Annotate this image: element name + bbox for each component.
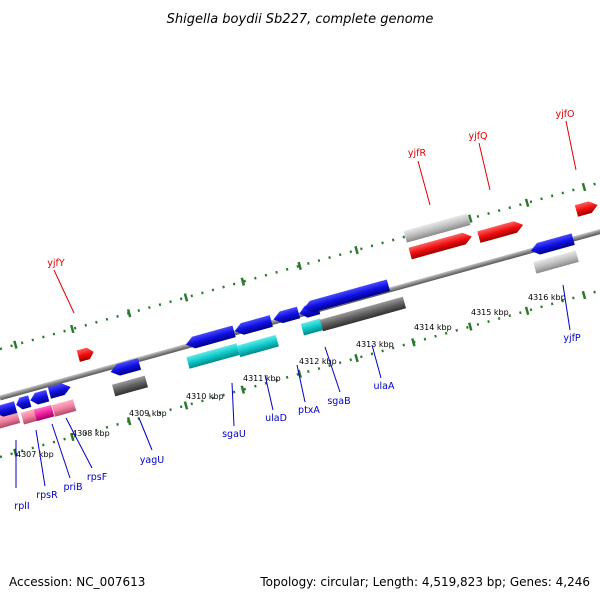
feature-ptxA-top: [273, 306, 301, 324]
ruler-tick: [13, 340, 18, 349]
feature-f4: [47, 383, 71, 399]
feature-rpsF: [51, 399, 77, 417]
gene-label-yjfR: yjfR: [408, 148, 427, 159]
leader-yjfY: [53, 269, 75, 314]
kbp-labels: 4307 kbp 4308 kbp 4309 kbp 4310 kbp 4311…: [16, 293, 566, 459]
lower-ruler: [0, 284, 600, 459]
feature-yjfR: [408, 232, 472, 260]
leader-ulaD: [264, 374, 274, 411]
kbp-label: 4312 kbp: [299, 357, 337, 366]
leader-rpsR: [35, 429, 46, 487]
feature-priB: [33, 404, 55, 422]
gene-leaders: [15, 120, 577, 488]
leader-sgaB: [324, 346, 341, 393]
ruler-tick: [297, 369, 302, 379]
leader-yjfO: [565, 120, 577, 171]
kbp-label: 4309 kbp: [129, 409, 167, 418]
feature-f1: [0, 401, 18, 417]
ruler-tick: [183, 401, 189, 410]
gene-label-sgaB: sgaB: [327, 396, 350, 407]
ruler-tick: [297, 261, 302, 271]
gene-label-ulaA: ulaA: [374, 381, 395, 392]
feature-sgaU-top: [185, 325, 236, 349]
feature-sgaB: [319, 296, 407, 332]
kbp-label: 4307 kbp: [16, 450, 54, 459]
gene-label-rplI: rplI: [14, 501, 29, 512]
ruler-tick: [581, 290, 587, 300]
gene-label-yjfQ: yjfQ: [468, 131, 487, 142]
feature-f3: [30, 389, 50, 405]
ruler-tick: [581, 182, 587, 192]
leader-rpsF: [65, 417, 93, 469]
accession-text: Accession: NC_007613: [9, 575, 146, 589]
feature-ptxA: [300, 318, 324, 336]
leader-ulaA: [371, 344, 382, 379]
kbp-label: 4311 kbp: [243, 374, 281, 383]
gene-label-yjfO: yjfO: [555, 109, 574, 120]
leader-yjfR: [417, 160, 431, 206]
leader-yjfQ: [478, 142, 491, 191]
feature-yjfO: [574, 201, 598, 217]
feature-yjfP-top: [530, 233, 575, 255]
ruler-tick: [126, 309, 132, 318]
ruler-tick: [69, 324, 75, 334]
ruler-tick: [69, 432, 75, 442]
kbp-label: 4310 kbp: [186, 392, 224, 401]
feature-f2: [16, 395, 32, 410]
leader-sgaU: [231, 382, 235, 427]
feature-sgaB-top: [303, 279, 391, 313]
upper-ruler: [0, 176, 600, 351]
gene-label-ptxA: ptxA: [298, 405, 320, 416]
feature-ulaD: [237, 334, 279, 358]
feature-yagU-top: [110, 358, 142, 376]
gene-label-priB: priB: [63, 482, 82, 493]
ruler-tick: [240, 277, 246, 286]
leader-yjfP: [562, 284, 571, 331]
ruler-tick: [467, 322, 473, 331]
feature-yagU: [112, 375, 148, 397]
ruler-tick: [240, 385, 246, 394]
ruler-tick: [354, 353, 359, 363]
map-title: Shigella boydii Sb227, complete genome: [167, 12, 434, 27]
kbp-label: 4316 kbp: [528, 293, 566, 302]
ruler-tick: [183, 293, 189, 302]
feature-track: [0, 201, 598, 429]
feature-yjfQ: [477, 221, 524, 243]
ruler-tick: [524, 198, 530, 208]
gene-label-sgaU: sgaU: [222, 429, 246, 440]
gene-label-rpsR: rpsR: [36, 490, 58, 501]
gene-labels: rplI rpsR priB rpsF yagU sgaU ulaD ptxA …: [14, 109, 581, 512]
gene-label-yjfP: yjfP: [563, 333, 581, 344]
gene-label-rpsF: rpsF: [87, 472, 107, 483]
feature-yjfR-top: [403, 213, 471, 243]
gene-label-yjfY: yjfY: [47, 258, 65, 269]
ruler-tick: [411, 338, 416, 347]
leader-yagU: [138, 417, 153, 451]
kbp-label: 4308 kbp: [72, 429, 110, 438]
feature-yjfY: [76, 347, 94, 362]
kbp-label: 4315 kbp: [471, 308, 509, 317]
ruler-tick: [126, 417, 132, 426]
leader-ptxA: [296, 364, 306, 403]
gene-label-ulaD: ulaD: [265, 413, 287, 424]
kbp-label: 4314 kbp: [414, 323, 452, 332]
feature-ulaD-top: [234, 315, 273, 335]
ruler-tick: [467, 214, 473, 223]
kbp-label: 4313 kbp: [356, 340, 394, 349]
genome-summary-text: Topology: circular; Length: 4,519,823 bp…: [260, 575, 590, 589]
leader-priB: [51, 423, 71, 479]
ruler-tick: [354, 245, 359, 255]
feature-yjfP: [533, 250, 579, 274]
gene-label-yagU: yagU: [140, 455, 164, 466]
feature-sgaU: [186, 343, 240, 369]
ruler-tick: [524, 306, 530, 316]
